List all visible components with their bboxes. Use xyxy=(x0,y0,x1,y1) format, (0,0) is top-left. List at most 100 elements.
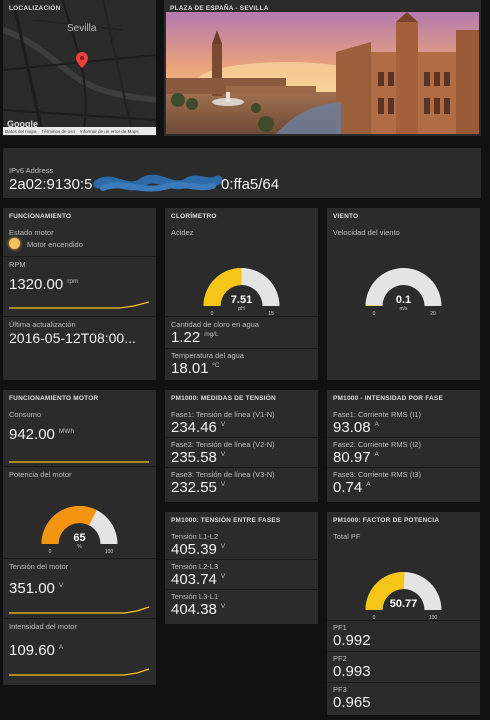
ph-gauge-unit: pH xyxy=(238,306,245,312)
map-title: LOCALIZACIÓN xyxy=(9,5,61,12)
potencia-gauge-fill xyxy=(41,506,97,544)
map-city-label: Sevilla xyxy=(67,23,97,34)
rpm-label: RPM xyxy=(9,260,26,269)
pm-fases-label-2: Tensión L2-L3 xyxy=(171,562,219,571)
intensidad-sparkline xyxy=(9,668,150,676)
pm-tension-label-1: Fase1: Tensión de línea (V1-N) xyxy=(171,410,275,419)
wind-gauge-value: 0.1 xyxy=(396,294,411,306)
tension-motor-label: Tensión del motor xyxy=(9,562,69,571)
pm-intensidad-value-2: 80.97 A xyxy=(333,449,379,466)
map-footer: Datos del mapa Términos de uso Informar … xyxy=(3,127,156,135)
potencia-label: Potencia del motor xyxy=(9,470,72,479)
pm-tension-value-2: 235.58 V xyxy=(171,449,226,466)
intensidad-motor-label: Intensidad del motor xyxy=(9,622,77,631)
estado-led-icon xyxy=(9,238,20,249)
potencia-gauge-value: 65 xyxy=(73,532,85,544)
wind-gauge-min: 0 xyxy=(373,311,376,317)
estado-motor-value: Motor encendido xyxy=(27,240,83,249)
pf1-label: PF1 xyxy=(333,623,347,632)
ph-gauge-fill xyxy=(203,268,242,306)
ipv6-label: IPv6 Address xyxy=(9,166,54,175)
consumo-value: 942.00 MWh xyxy=(9,426,75,443)
consumo-unit: MWh xyxy=(58,428,75,435)
pm-fases-label-1: Tensión L1-L2 xyxy=(171,532,219,541)
map-tile: LOCALIZACIÓN Sevilla Google Datos del ma… xyxy=(3,0,156,136)
pf2-label: PF2 xyxy=(333,654,347,663)
intensidad-motor-value: 109.60 A xyxy=(9,642,64,659)
pm-tension-title: PM1000: MEDIDAS DE TENSIÓN xyxy=(171,395,276,402)
map-footer-data-link[interactable]: Datos del mapa xyxy=(5,128,37,134)
potencia-gauge-min: 0 xyxy=(49,549,52,555)
wind-gauge: 0.1m/s 0 20 xyxy=(365,268,442,317)
tension-sparkline xyxy=(9,606,150,614)
ph-gauge-value: 7.51 xyxy=(231,294,252,306)
cloro-unit: mg/L xyxy=(204,331,219,338)
pm-tension-value-1: 234.46 V xyxy=(171,419,226,436)
temp-agua-label: Temperatura del agua xyxy=(171,351,244,360)
pf1-value: 0.992 xyxy=(333,632,371,649)
pm-intensidad-label-1: Fase1: Corriente RMS (I1) xyxy=(333,410,421,419)
rpm-unit: rpm xyxy=(67,278,79,285)
pm-fases-value-1: 405.39 V xyxy=(171,541,226,558)
ph-gauge-max: 15 xyxy=(268,311,274,317)
wind-gauge-track xyxy=(365,268,442,306)
cloro-label: Cantidad de cloro en agua xyxy=(171,320,259,329)
pm-intensidad-label-2: Fase2: Corriente RMS (I2) xyxy=(333,440,421,449)
cloro-value: 1.22 mg/L xyxy=(171,329,219,346)
plaza-espana-image xyxy=(166,12,479,134)
pm-intensidad-value-3: 0.74 A xyxy=(333,479,371,496)
update-label: Última actualización xyxy=(9,320,76,329)
photo-tile: PLAZA DE ESPAÑA - SEVILLA xyxy=(164,0,481,136)
estado-motor-label: Estado motor xyxy=(9,228,54,237)
rpm-value: 1320.00 rpm xyxy=(9,276,79,293)
pm-fases-title: PM1000: TENSIÓN ENTRE FASES xyxy=(171,517,281,524)
total-pf-gauge-fill xyxy=(365,572,405,610)
pm-intensidad-tile: PM1000 - INTENSIDAD POR FASE Fase1: Corr… xyxy=(327,390,480,502)
map-footer-report-link[interactable]: Informar de un error de Maps xyxy=(80,128,139,134)
total-pf-label: Total PF xyxy=(333,532,361,541)
clorimetro-title: CLORÍMETRO xyxy=(171,213,217,220)
pm-factor-tile: PM1000: FACTOR DE POTENCIA Total PF 50.7… xyxy=(327,512,480,715)
ipv6-tile: IPv6 Address 2a02:9130:5 0:ffa5/64 xyxy=(3,148,481,198)
acidez-label: Acidez xyxy=(171,228,194,237)
viento-tile: VIENTO Velocidad del viento 0.1 m/s 0 20 xyxy=(327,208,480,380)
photo-title: PLAZA DE ESPAÑA - SEVILLA xyxy=(170,5,269,12)
funcionamiento-tile: FUNCIONAMIENTO Estado motor Motor encend… xyxy=(3,208,156,380)
google-logo: Google xyxy=(7,119,38,129)
pm-intensidad-value-1: 93.08 A xyxy=(333,419,379,436)
pm-fases-value-3: 404.38 V xyxy=(171,601,226,618)
pm-fases-label-3: Tensión L3-L1 xyxy=(171,592,219,601)
funcionamiento-title: FUNCIONAMIENTO xyxy=(9,213,72,220)
consumo-sparkline xyxy=(9,461,149,463)
pm-fases-tile: PM1000: TENSIÓN ENTRE FASES Tensión L1-L… xyxy=(165,512,318,624)
pm-tension-value-3: 232.55 V xyxy=(171,479,226,496)
temp-agua-unit: ºC xyxy=(212,362,220,369)
pm-fases-value-2: 403.74 V xyxy=(171,571,226,588)
total-pf-gauge-value: 50.77 xyxy=(390,598,418,610)
map-canvas[interactable] xyxy=(3,0,156,136)
wind-gauge-max: 20 xyxy=(430,311,436,317)
update-value: 2016-05-12T08:00... xyxy=(9,330,136,346)
ph-gauge-min: 0 xyxy=(211,311,214,317)
potencia-gauge-max: 100 xyxy=(105,549,114,555)
pm-intensidad-title: PM1000 - INTENSIDAD POR FASE xyxy=(333,395,443,402)
potencia-gauge-unit: % xyxy=(77,544,82,550)
total-pf-gauge-max: 100 xyxy=(429,615,438,621)
map-pin-icon[interactable] xyxy=(76,52,88,68)
intensidad-motor-unit: A xyxy=(58,644,64,651)
consumo-label: Consumo xyxy=(9,410,42,419)
pm-intensidad-label-3: Fase3: Corriente RMS (I3) xyxy=(333,470,421,479)
wind-gauge-fill xyxy=(365,305,383,306)
pf3-value: 0.965 xyxy=(333,694,371,711)
pm-tension-label-3: Fase3: Tensión de línea (V3-N) xyxy=(171,470,275,479)
motor-title: FUNCIONAMIENTO MOTOR xyxy=(9,395,99,402)
ipv6-value-start: 2a02:9130:5 xyxy=(9,176,93,193)
map-footer-terms-link[interactable]: Términos de uso xyxy=(41,128,76,134)
wind-gauge-unit: m/s xyxy=(399,306,408,312)
rpm-sparkline xyxy=(9,301,150,309)
velocidad-label: Velocidad del viento xyxy=(333,228,400,237)
redaction-scribble xyxy=(93,174,223,192)
pf3-label: PF3 xyxy=(333,685,347,694)
clorimetro-tile: CLORÍMETRO Acidez 7.51 pH 0 15 Cantidad de … xyxy=(165,208,318,380)
pm-tension-tile: PM1000: MEDIDAS DE TENSIÓN Fase1: Tensió… xyxy=(165,390,318,502)
